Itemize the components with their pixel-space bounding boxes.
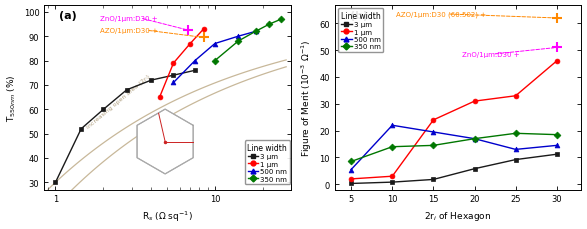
Y-axis label: Figure of Merit (10$^{-3}$ Ω$^{-1}$): Figure of Merit (10$^{-3}$ Ω$^{-1}$)	[299, 39, 313, 156]
X-axis label: R$_s$ (Ω sq$^{-1}$): R$_s$ (Ω sq$^{-1}$)	[142, 209, 193, 224]
Text: AZO/1μm:D30 (60.502) +: AZO/1μm:D30 (60.502) +	[396, 12, 487, 18]
Legend: 3 μm, 1 μm, 500 nm, 350 nm: 3 μm, 1 μm, 500 nm, 350 nm	[245, 141, 290, 185]
Text: ZnO/1μm:D30 +: ZnO/1μm:D30 +	[462, 52, 520, 58]
Text: Increasing open area (2rᵢ): Increasing open area (2rᵢ)	[86, 74, 151, 129]
Y-axis label: T$_{550nm}$ (%): T$_{550nm}$ (%)	[5, 74, 18, 121]
Text: ZnO/1μm:D30 +: ZnO/1μm:D30 +	[100, 16, 157, 22]
X-axis label: 2r$_i$ of Hexagon: 2r$_i$ of Hexagon	[424, 209, 492, 222]
Legend: 3 μm, 1 μm, 500 nm, 350 nm: 3 μm, 1 μm, 500 nm, 350 nm	[338, 9, 383, 53]
Text: (a): (a)	[59, 11, 77, 21]
Text: (b): (b)	[349, 11, 367, 21]
Text: AZO/1μm:D30 +: AZO/1μm:D30 +	[100, 28, 158, 34]
